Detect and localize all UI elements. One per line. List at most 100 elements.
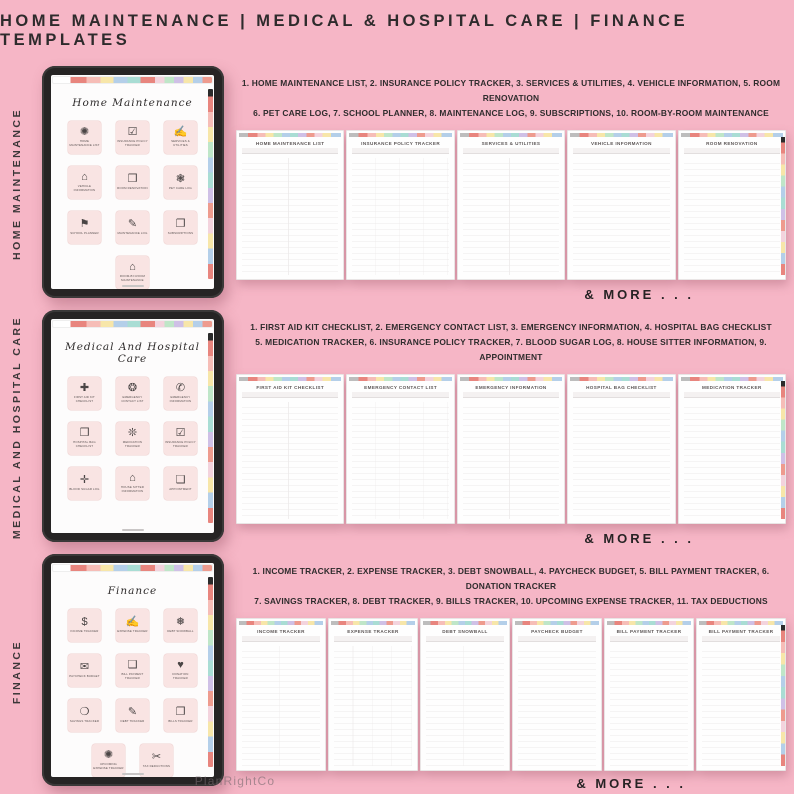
template-list-line1: 1. HOME MAINTENANCE LIST, 2. INSURANCE P… <box>241 78 781 103</box>
app-card[interactable]: ✆ Emergency Information <box>164 377 197 410</box>
tablet-zone: Finance $ Income Tracker ✍ Expense Track… <box>34 550 232 794</box>
planner-tab-strip[interactable] <box>52 564 213 572</box>
tablet-zone: Home Maintenance ✺ Home Maintenance List… <box>34 62 232 306</box>
planner-side-tabs[interactable] <box>208 333 213 523</box>
app-card[interactable]: ✛ Blood Sugar Log <box>68 467 101 500</box>
app-card[interactable]: ❍ Savings Tracker <box>68 699 101 732</box>
app-card[interactable]: ✍ Services & Utilities <box>164 121 197 154</box>
app-label: Emergency Information <box>169 395 192 403</box>
app-card[interactable]: ❐ Subscriptions <box>164 211 197 244</box>
planner-tab-strip[interactable] <box>52 76 213 84</box>
page-table-header <box>242 148 339 154</box>
template-page-preview[interactable]: ROOM RENOVATION <box>677 130 787 280</box>
template-previews: HOME MAINTENANCE LIST INSURANCE POLICY T… <box>236 130 787 280</box>
app-card[interactable]: ♥ Donation Tracker <box>164 654 197 687</box>
tablet-screen: Medical And Hospital Care ✚ First Aid Ki… <box>51 319 214 533</box>
template-page-preview[interactable]: HOSPITAL BAG CHECKLIST <box>567 374 676 524</box>
app-card[interactable]: ❃ Pet Care Log <box>164 166 197 199</box>
page-table-header <box>573 392 670 398</box>
app-label: Blood Sugar Log <box>69 487 100 492</box>
template-page-preview[interactable]: EXPENSE TRACKER <box>328 618 418 771</box>
app-card[interactable]: ⌂ House Sitter Information <box>116 467 149 500</box>
template-list-line2: 5. MEDICATION TRACKER, 6. INSURANCE POLI… <box>255 337 767 362</box>
page-table-header <box>352 148 449 154</box>
app-card[interactable]: ⌂ Room-By-Room Maintenance <box>116 256 149 289</box>
tablet-screen: Home Maintenance ✺ Home Maintenance List… <box>51 75 214 289</box>
app-icon: ❍ <box>79 706 90 719</box>
app-card[interactable]: ❑ Bill Payment Tracker <box>116 654 149 687</box>
app-card[interactable]: ✂ Tax Deductions <box>140 744 173 777</box>
section-content: 1. FIRST AID KIT CHECKLIST, 2. EMERGENCY… <box>232 306 794 550</box>
page-title: BILL PAYMENT TRACKER <box>616 629 682 634</box>
template-page-preview[interactable]: VEHICLE INFORMATION <box>567 130 676 280</box>
template-page-preview[interactable]: FIRST AID KIT CHECKLIST <box>236 374 345 524</box>
app-card[interactable]: ✍ Expense Tracker <box>116 609 149 642</box>
page-table-header <box>462 148 560 154</box>
app-card[interactable]: ☑ Insurance Policy Tracker <box>116 121 149 154</box>
template-page-preview[interactable]: DEBT SNOWBALL <box>420 618 510 771</box>
app-card[interactable]: ⌂ Vehicle Information <box>68 166 101 199</box>
app-card[interactable]: ❂ Emergency Contact List <box>116 377 149 410</box>
app-card[interactable]: ✺ Home Maintenance List <box>68 121 101 154</box>
app-icon: ✎ <box>127 706 138 719</box>
app-label: Vehicle Information <box>73 184 96 192</box>
template-previews: FIRST AID KIT CHECKLIST EMERGENCY CONTAC… <box>236 374 787 524</box>
template-page-preview[interactable]: MEDICATION TRACKER <box>677 374 787 524</box>
page-table-lines <box>352 402 449 519</box>
app-card[interactable]: ❒ Room Renovation <box>116 166 149 199</box>
template-page-preview[interactable]: EMERGENCY INFORMATION <box>456 374 566 524</box>
page-table-header <box>242 636 320 642</box>
app-label: First Aid Kit Checklist <box>74 395 95 403</box>
template-page-preview[interactable]: PAYCHECK BUDGET <box>512 618 602 771</box>
page-tab-strip <box>680 133 784 137</box>
page-table-lines <box>334 646 412 766</box>
app-grid: ✺ Home Maintenance List ☑ Insurance Poli… <box>51 121 214 289</box>
template-page-preview[interactable]: INCOME TRACKER <box>236 618 326 771</box>
page-title: INSURANCE POLICY TRACKER <box>361 141 441 146</box>
app-label: Hospital Bag Checklist <box>73 440 96 448</box>
app-card[interactable]: ☑ Insurance Policy Tracker <box>164 422 197 455</box>
page-tab-strip <box>699 621 783 625</box>
planner-tab-strip[interactable] <box>52 320 213 328</box>
app-card[interactable]: ✺ Upcoming Expense Tracker <box>92 744 125 777</box>
page-tab-strip <box>423 621 507 625</box>
planner-side-tabs[interactable] <box>208 89 213 279</box>
app-card[interactable]: ✉ Paycheck Budget <box>68 654 101 687</box>
template-page-preview[interactable]: BILL PAYMENT TRACKER <box>604 618 694 771</box>
template-page-preview[interactable]: HOME MAINTENANCE LIST <box>236 130 345 280</box>
app-card[interactable]: ❅ Debt Snowball <box>164 609 197 642</box>
app-card[interactable]: ❐ Bills Tracker <box>164 699 197 732</box>
app-label: Room-By-Room Maintenance <box>119 274 146 282</box>
app-icon: ⌂ <box>129 472 136 484</box>
template-page-preview[interactable]: SERVICES & UTILITIES <box>456 130 566 280</box>
app-icon: ❅ <box>175 616 186 629</box>
page-tab-strip <box>239 377 342 381</box>
home-indicator <box>121 529 144 531</box>
template-list-line1: 1. INCOME TRACKER, 2. EXPENSE TRACKER, 3… <box>252 566 770 591</box>
template-page-preview[interactable]: INSURANCE POLICY TRACKER <box>346 130 455 280</box>
page-tab-strip <box>349 377 452 381</box>
app-card[interactable]: $ Income Tracker <box>68 609 101 642</box>
app-label: Upcoming Expense Tracker <box>93 762 124 770</box>
app-card[interactable]: ✎ Debt Tracker <box>116 699 149 732</box>
side-label-finance: FINANCE <box>0 550 34 794</box>
template-page-preview[interactable]: EMERGENCY CONTACT LIST <box>346 374 455 524</box>
page-table-header <box>573 148 670 154</box>
page-table-header <box>683 148 781 154</box>
app-card[interactable]: ❑ Appointment <box>164 467 197 500</box>
template-page-preview[interactable]: BILL PAYMENT TRACKER <box>696 618 786 771</box>
tablet-screen: Finance $ Income Tracker ✍ Expense Track… <box>51 563 214 777</box>
app-card[interactable]: ⚑ School Planner <box>68 211 101 244</box>
page-title: ROOM RENOVATION <box>706 141 758 146</box>
page-title: HOME MAINTENANCE LIST <box>255 141 325 146</box>
app-icon: ❐ <box>175 218 186 231</box>
app-icon: ✍ <box>125 616 140 629</box>
section-content: 1. HOME MAINTENANCE LIST, 2. INSURANCE P… <box>232 62 794 306</box>
app-card[interactable]: ✎ Maintenance Log <box>116 211 149 244</box>
page-title: SERVICES & UTILITIES <box>481 141 541 146</box>
app-card[interactable]: ❒ Hospital Bag Checklist <box>68 422 101 455</box>
app-card[interactable]: ❊ Medication Tracker <box>116 422 149 455</box>
page-table-header <box>683 392 781 398</box>
app-card[interactable]: ✚ First Aid Kit Checklist <box>68 377 101 410</box>
planner-side-tabs[interactable] <box>208 577 213 767</box>
